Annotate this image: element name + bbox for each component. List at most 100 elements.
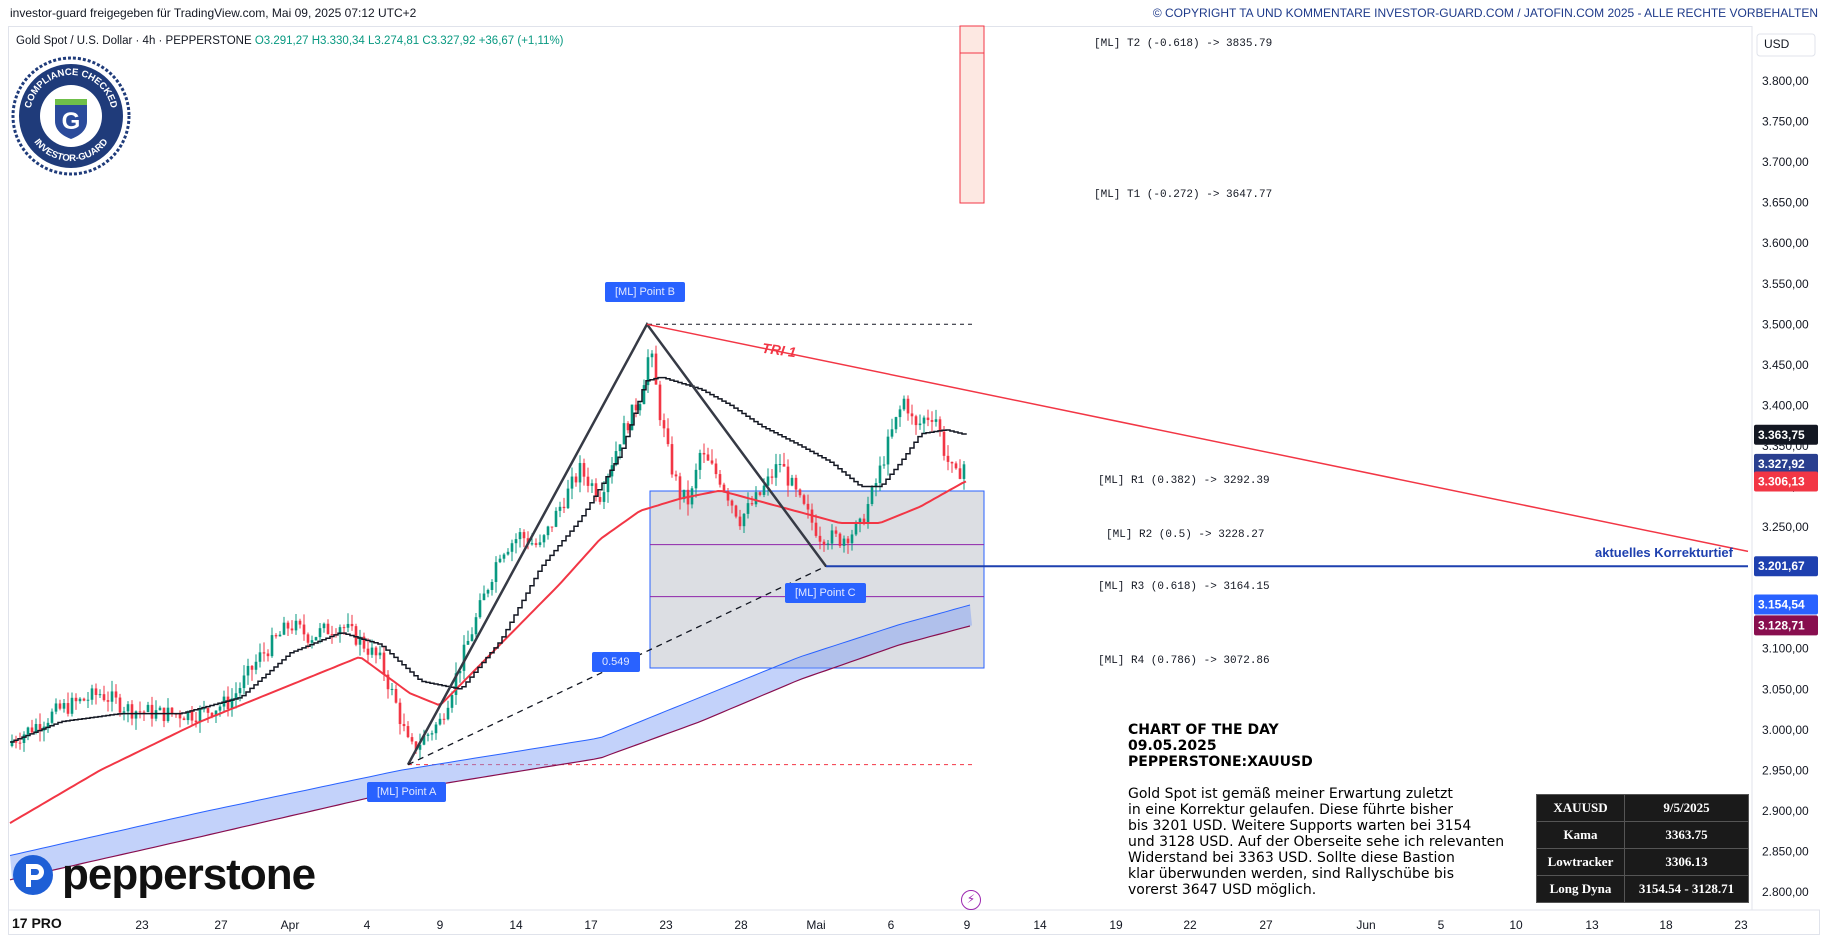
note-line: und 3128 USD. Auf der Oberseite sehe ich… (1128, 834, 1505, 850)
candle-body (170, 707, 174, 714)
candle-body (714, 463, 718, 475)
price-tag-label: 3.128,71 (1758, 618, 1805, 632)
price-tag (1754, 471, 1818, 492)
ratio-label[interactable]: 0.549 (592, 652, 640, 672)
x-tick-label: 23 (135, 918, 149, 932)
y-tick-label: 3.500,00 (1762, 317, 1809, 331)
candle-body (658, 384, 662, 421)
note-date: 09.05.2025 (1128, 738, 1217, 754)
candle-body (430, 733, 434, 735)
candle-body (502, 554, 506, 559)
candle-body (98, 694, 102, 696)
table-cell: 9/5/2025 (1624, 794, 1749, 822)
y-tick-label: 3.000,00 (1762, 723, 1809, 737)
candle-body (950, 461, 954, 464)
level-r4-label: [ML] R4 (0.786) -> 3072.86 (1098, 655, 1270, 667)
candle-body (246, 665, 250, 676)
candle-body (934, 419, 938, 422)
candle-body (650, 353, 654, 358)
candle-body (666, 428, 670, 445)
candle-body (938, 419, 942, 432)
candle-body (946, 455, 950, 462)
candle-body (194, 720, 198, 723)
flash-icon[interactable]: ⚡ (961, 890, 981, 910)
x-tick-label: Jun (1356, 918, 1375, 932)
candle-body (302, 624, 306, 635)
note-line: klar überwunden werden, sind Rallyschübe… (1128, 866, 1454, 882)
candle-body (50, 711, 54, 723)
candle-body (734, 505, 738, 517)
point-b-label[interactable]: [ML] Point B (605, 282, 685, 302)
candle-body (290, 628, 294, 631)
candle-body (470, 634, 474, 641)
candle-body (82, 698, 86, 701)
symbol-legend[interactable]: Gold Spot / U.S. Dollar · 4h · PEPPERSTO… (16, 35, 564, 47)
candle-body (218, 706, 222, 711)
candle-body (814, 522, 818, 536)
candle-body (874, 483, 878, 488)
share-text: investor-guard freigegeben für TradingVi… (10, 6, 417, 20)
badge-letter: G (62, 108, 81, 135)
note-line: Gold Spot ist gemäß meiner Erwartung zul… (1128, 786, 1453, 802)
candle-body (318, 628, 322, 638)
x-tick-label: 14 (509, 918, 523, 932)
candle-body (62, 703, 66, 709)
candle-body (770, 476, 774, 478)
y-tick-label: 3.700,00 (1762, 155, 1809, 169)
candle-body (818, 535, 822, 542)
candle-body (158, 707, 162, 711)
candle-body (698, 452, 702, 470)
candle-body (314, 637, 318, 641)
candle-body (586, 476, 590, 486)
x-tick-label: 6 (888, 918, 895, 932)
candle-body (674, 474, 678, 477)
table-cell: Kama (1536, 821, 1625, 849)
price-tag (1754, 615, 1818, 636)
long-dyna-lower (9, 625, 971, 881)
chart-of-the-day-note: CHART OF THE DAY 09.05.2025 PEPPERSTONE:… (1128, 722, 1504, 898)
pepperstone-logo: pepperstone (12, 850, 316, 900)
compliance-badge-icon: COMPLIANCE CHECKED INVESTOR-GUARD G (11, 56, 131, 176)
candle-body (22, 734, 26, 743)
candle-body (646, 357, 650, 386)
candle-body (518, 532, 522, 540)
y-tick-label: 3.600,00 (1762, 236, 1809, 250)
candle-body (738, 516, 742, 527)
candle-body (522, 532, 526, 539)
candle-body (422, 735, 426, 745)
candle-body (570, 476, 574, 489)
price-tag (1754, 424, 1818, 445)
candle-body (406, 726, 410, 738)
candle-body (178, 713, 182, 719)
candle-body (138, 711, 142, 713)
target-zone (959, 25, 985, 204)
candle-body (450, 694, 454, 708)
candle-body (534, 543, 538, 545)
candle-body (266, 653, 270, 657)
candle-body (438, 718, 442, 725)
candle-body (338, 627, 342, 635)
x-tick-label: 14 (1033, 918, 1047, 932)
candle-body (962, 464, 966, 479)
price-tag-label: 3.306,13 (1758, 475, 1805, 489)
point-a-label[interactable]: [ML] Point A (367, 782, 447, 802)
candle-body (274, 635, 278, 637)
high-value: H3.330,34 (311, 35, 365, 47)
level-r3-label: [ML] R3 (0.618) -> 3164.15 (1098, 581, 1270, 593)
candle-body (626, 423, 630, 431)
candle-body (226, 696, 230, 710)
candle-body (362, 636, 366, 649)
candle-body (346, 623, 350, 628)
candle-body (910, 413, 914, 417)
y-tick-label: 3.400,00 (1762, 398, 1809, 412)
x-tick-label: 19 (1109, 918, 1123, 932)
price-tag-label: 3.154,54 (1758, 597, 1805, 611)
point-c-label[interactable]: [ML] Point C (785, 583, 866, 603)
level-r2-label: [ML] R2 (0.5) -> 3228.27 (1106, 529, 1265, 541)
candle-body (582, 463, 586, 477)
candle-body (282, 622, 286, 635)
candle-body (458, 670, 462, 674)
pepperstone-icon (13, 855, 53, 895)
candle-body (474, 617, 478, 635)
